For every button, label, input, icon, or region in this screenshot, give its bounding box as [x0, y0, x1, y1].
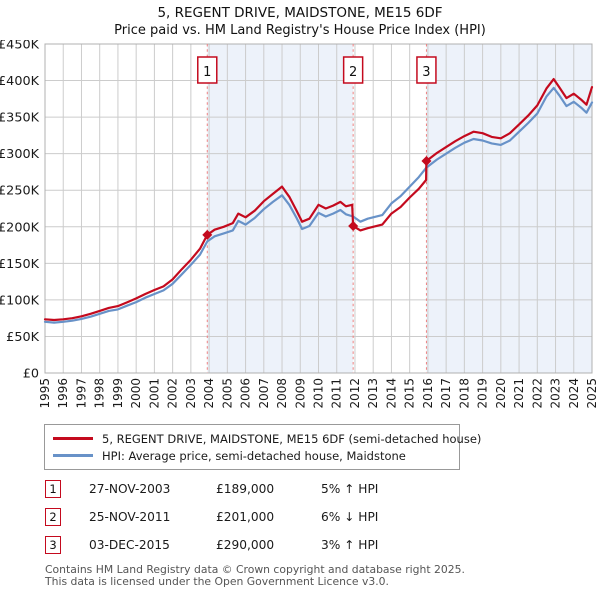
- sale-3-hpi-relation: 3% ↑ HPI: [321, 538, 379, 552]
- x-axis-tick-label: 2012: [348, 378, 362, 409]
- x-axis-tick-label: 2000: [129, 378, 143, 409]
- ownership-period-band: [207, 44, 354, 373]
- x-axis-tick-label: 2015: [403, 378, 417, 409]
- x-axis-tick-label: 2005: [220, 378, 234, 409]
- x-axis-tick-label: 2008: [275, 378, 289, 409]
- property-line-swatch: [53, 437, 93, 440]
- x-axis-tick-label: 2021: [512, 378, 526, 409]
- x-axis-tick-label: 2017: [439, 378, 453, 409]
- x-axis-tick-label: 1997: [74, 378, 88, 409]
- sale-2-marker-badge: 2: [45, 508, 61, 526]
- y-axis-tick-label: £400K: [0, 74, 40, 89]
- x-axis-tick-label: 1996: [56, 378, 70, 409]
- x-axis-tick-label: 2007: [257, 378, 271, 409]
- sale-2-price: £201,000: [216, 510, 275, 524]
- sale-number-label: 2: [349, 65, 357, 80]
- sale-point-diamond[interactable]: [421, 155, 432, 166]
- sale-3-price: £290,000: [216, 538, 275, 552]
- sale-1-marker-badge: 1: [45, 480, 61, 498]
- plot-border: [44, 43, 593, 374]
- footer-line-2: This data is licensed under the Open Gov…: [45, 575, 389, 588]
- sale-number-box[interactable]: [197, 56, 218, 84]
- legend-item-property: 5, REGENT DRIVE, MAIDSTONE, ME15 6DF (se…: [53, 430, 481, 447]
- sale-3-marker-badge: 3: [45, 536, 61, 554]
- x-axis-tick-label: 2023: [549, 378, 563, 409]
- x-axis-tick-label: 2025: [585, 378, 599, 409]
- x-axis-tick-label: 2009: [293, 378, 307, 409]
- price-history-chart[interactable]: 1 2 3 £0 £50K £100K £150K £200K £250K £300K £350K £…: [0, 40, 600, 422]
- sale-3-date: 03-DEC-2015: [89, 538, 170, 552]
- sale-row-2: 2 25-NOV-2011 £201,000 6% ↓ HPI: [45, 508, 600, 526]
- license-footer: Contains HM Land Registry data © Crown c…: [45, 564, 600, 588]
- sale-2-date: 25-NOV-2011: [89, 510, 171, 524]
- y-axis-tick-label: £300K: [0, 147, 40, 162]
- sale-1-price: £189,000: [216, 482, 275, 496]
- x-axis-tick-label: 2004: [202, 378, 216, 409]
- y-axis-tick-label: £350K: [0, 111, 40, 126]
- x-axis-tick-label: 1995: [38, 378, 52, 409]
- sales-table: 1 27-NOV-2003 £189,000 5% ↑ HPI 2 25-NOV…: [45, 480, 600, 554]
- sale-number-label: 3: [422, 65, 430, 80]
- sale-point-diamond[interactable]: [202, 229, 213, 240]
- property-price-line[interactable]: [43, 77, 594, 322]
- chart-legend: 5, REGENT DRIVE, MAIDSTONE, ME15 6DF (se…: [44, 424, 481, 470]
- chart-title: 5, REGENT DRIVE, MAIDSTONE, ME15 6DF: [157, 5, 443, 21]
- legend-label-hpi: HPI: Average price, semi-detached house,…: [102, 448, 406, 463]
- y-axis-tick-label: £450K: [0, 40, 40, 53]
- x-axis-tick-label: 2024: [567, 378, 581, 409]
- y-axis-tick-label: £150K: [0, 257, 40, 272]
- x-axis-tick-label: 1999: [111, 378, 125, 409]
- y-axis-tick-label: £250K: [0, 184, 40, 199]
- legend-label-property: 5, REGENT DRIVE, MAIDSTONE, ME15 6DF (se…: [102, 431, 482, 446]
- x-axis-tick-label: 2022: [530, 378, 544, 409]
- sale-2-hpi-relation: 6% ↓ HPI: [321, 510, 379, 524]
- x-axis-tick-label: 2011: [330, 378, 344, 409]
- x-axis-tick-label: 2018: [457, 378, 471, 409]
- x-axis-tick-label: 2002: [166, 378, 180, 409]
- y-axis-tick-label: £50K: [6, 330, 39, 345]
- hpi-average-line[interactable]: [43, 86, 594, 324]
- x-axis-tick-label: 2003: [184, 378, 198, 409]
- footer-line-1: Contains HM Land Registry data © Crown c…: [45, 563, 465, 576]
- sale-1-hpi-relation: 5% ↑ HPI: [321, 482, 379, 496]
- legend-item-hpi: HPI: Average price, semi-detached house,…: [53, 447, 453, 464]
- sale-number-box[interactable]: [342, 56, 364, 84]
- x-axis-tick-label: 2014: [384, 378, 398, 409]
- x-axis-tick-label: 2001: [147, 378, 161, 409]
- x-axis-tick-label: 2020: [494, 378, 508, 409]
- y-axis-tick-label: £100K: [0, 293, 40, 308]
- page: 5, REGENT DRIVE, MAIDSTONE, ME15 6DF Pri…: [0, 4, 600, 594]
- sale-number-box[interactable]: [416, 56, 437, 84]
- y-axis-tick-label: £200K: [0, 220, 40, 235]
- sale-point-diamond[interactable]: [348, 221, 359, 232]
- chart-subtitle: Price paid vs. HM Land Registry's House …: [114, 23, 486, 38]
- x-axis-tick-label: 1998: [93, 378, 107, 409]
- sale-row-1: 1 27-NOV-2003 £189,000 5% ↑ HPI: [45, 480, 600, 498]
- sale-number-label: 1: [203, 65, 211, 80]
- x-axis-tick-label: 2016: [421, 378, 435, 409]
- x-axis-tick-label: 2019: [476, 378, 490, 409]
- x-axis-tick-label: 2006: [239, 378, 253, 409]
- x-axis-tick-label: 2010: [312, 378, 326, 409]
- hpi-line-swatch: [53, 454, 93, 457]
- y-axis-tick-label: £0: [23, 367, 39, 382]
- sale-row-3: 3 03-DEC-2015 £290,000 3% ↑ HPI: [45, 536, 600, 554]
- ownership-period-band: [426, 44, 592, 373]
- sale-1-date: 27-NOV-2003: [89, 482, 171, 496]
- x-axis-tick-label: 2013: [366, 378, 380, 409]
